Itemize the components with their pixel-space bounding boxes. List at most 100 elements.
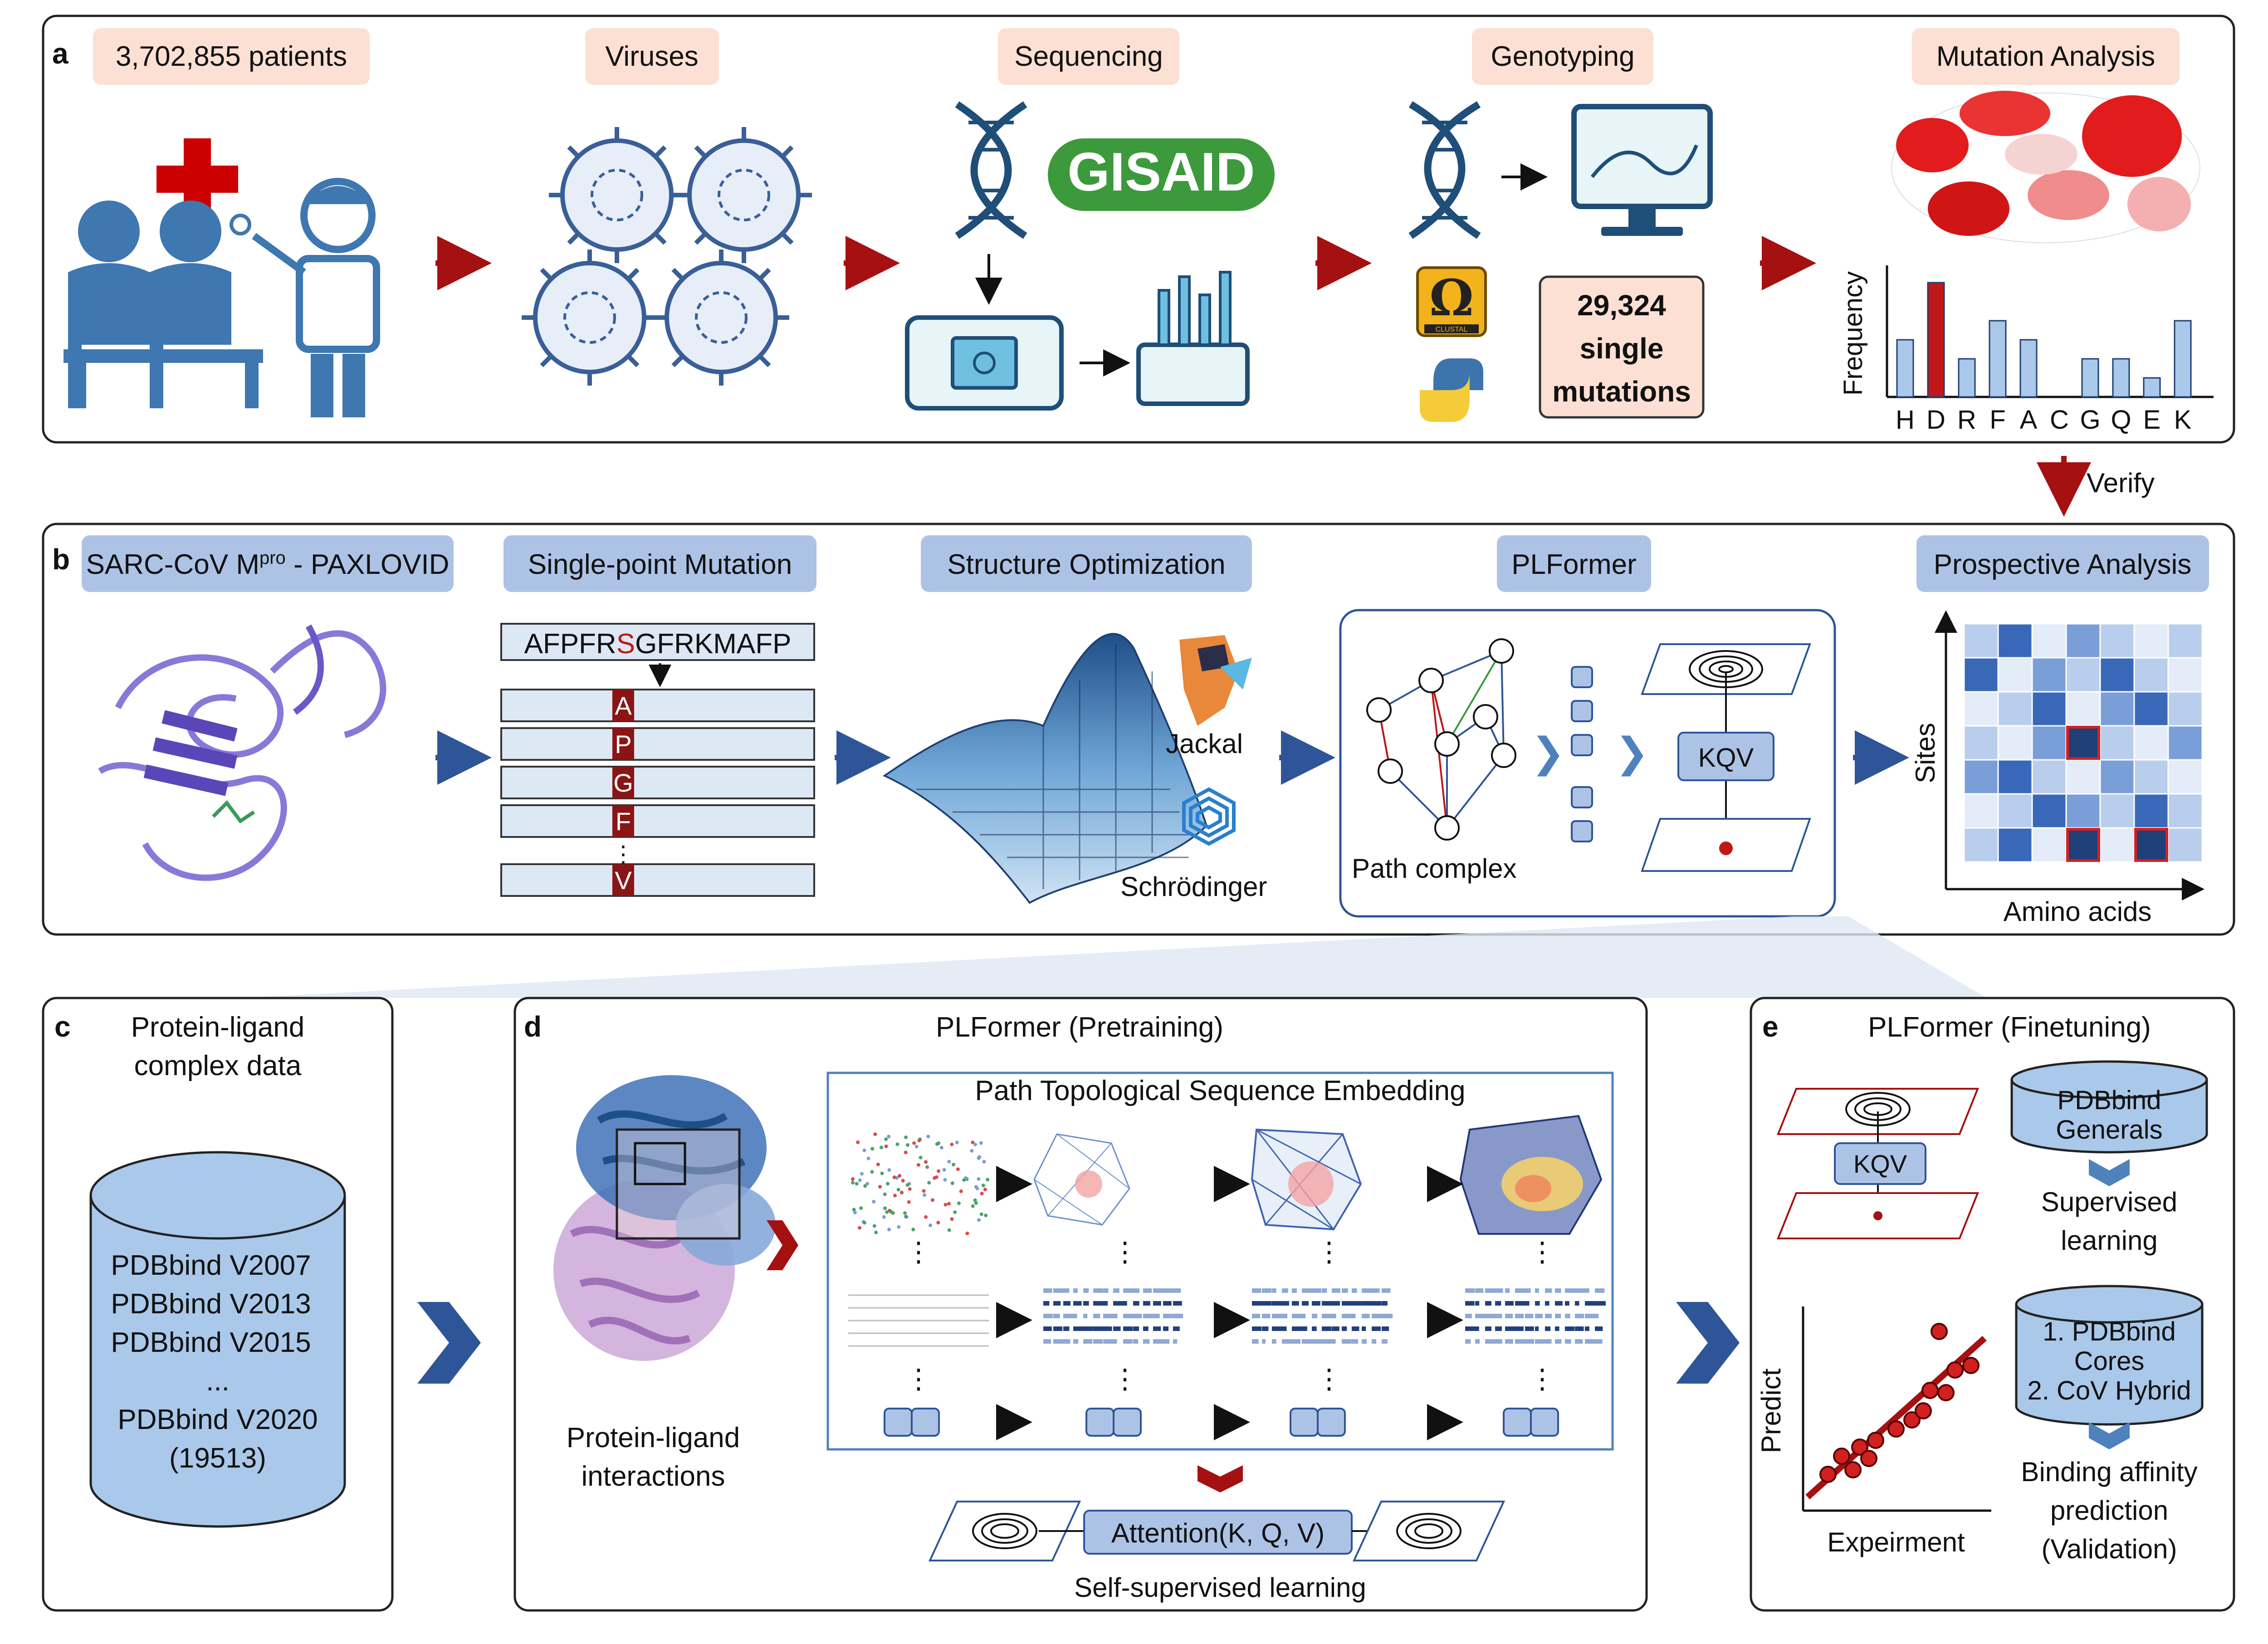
- point: [884, 1137, 888, 1141]
- point: [895, 1142, 899, 1146]
- heatmap-cell: [2065, 759, 2101, 795]
- point: [939, 1145, 943, 1150]
- svg-text:⋮: ⋮: [1111, 1363, 1139, 1395]
- point: [885, 1210, 889, 1214]
- heatmap-xlabel: Amino acids: [2004, 896, 2152, 927]
- barcode-bar: [1143, 1301, 1150, 1306]
- point: [959, 1189, 963, 1194]
- scatter-point: [1833, 1448, 1850, 1465]
- barcode-bar: [1153, 1339, 1163, 1344]
- point: [919, 1155, 923, 1160]
- heatmap-cell: [1963, 725, 1999, 761]
- heatmap-cell: [2133, 725, 2169, 761]
- point: [882, 1215, 886, 1219]
- mutation-count-line3: mutations: [1552, 375, 1691, 408]
- point: [925, 1165, 929, 1169]
- barcode-bar: [1525, 1301, 1530, 1306]
- barcode-bar: [1262, 1288, 1272, 1293]
- barcode-bar: [1505, 1339, 1513, 1344]
- barcode-bar: [1485, 1301, 1491, 1306]
- barcode-bar: [1362, 1288, 1373, 1293]
- barcode-bar: [1173, 1339, 1178, 1344]
- heatmap-cell: [2065, 623, 2101, 659]
- spiral-icon: [1396, 1513, 1461, 1549]
- panel-d-title: PLFormer (Pretraining): [936, 1012, 1223, 1043]
- barcode-bar: [1123, 1301, 1127, 1306]
- barcode-bar: [1342, 1326, 1347, 1331]
- panel-e-title: PLFormer (Finetuning): [1868, 1012, 2151, 1043]
- generals-label: PDBbind: [2058, 1086, 2161, 1115]
- barcode-bar: [1505, 1314, 1513, 1318]
- barcode-bar: [1123, 1339, 1133, 1344]
- barcode-bar: [1382, 1339, 1388, 1344]
- barcode-bar: [1555, 1301, 1563, 1306]
- heatmap-cell: [1997, 691, 2033, 727]
- barcode-bar: [1252, 1301, 1264, 1306]
- freq-bar-D: [1927, 282, 1945, 398]
- barcode-bar: [1133, 1301, 1139, 1306]
- point: [865, 1182, 870, 1186]
- heatmap-cell: [2031, 793, 2067, 829]
- mutation-letter-P: P: [615, 730, 631, 758]
- point: [926, 1135, 930, 1139]
- barcode-bar: [1465, 1301, 1475, 1306]
- heatmap-cell: [1997, 759, 2033, 795]
- barcode-bar: [1053, 1326, 1063, 1331]
- barcode-bar: [1595, 1301, 1606, 1306]
- barcode-bar: [1282, 1288, 1288, 1293]
- heatmap-cell: [1997, 657, 2033, 693]
- barcode-bar: [1545, 1301, 1549, 1306]
- mutation-letter-V: V: [615, 866, 632, 895]
- barcode-bar: [1272, 1288, 1276, 1293]
- barcode-bar: [1113, 1326, 1121, 1331]
- scatter-point: [1946, 1361, 1964, 1379]
- point: [950, 1181, 954, 1185]
- barcode-bar: [1382, 1301, 1388, 1306]
- point: [883, 1192, 887, 1196]
- panel-b: b SARC-CoV Mpro - PAXLOVID Single-point …: [42, 523, 2235, 998]
- barcode-bar: [1575, 1301, 1579, 1306]
- barcode-bar: [1322, 1339, 1333, 1344]
- freq-bar-E: [2143, 377, 2161, 398]
- heatmap-cell: [2031, 827, 2067, 863]
- barcode-bar: [1113, 1314, 1118, 1318]
- barcode-bar: [1545, 1326, 1551, 1331]
- heatmap-ylabel: Sites: [1910, 723, 1941, 783]
- barcode-bar: [1173, 1301, 1182, 1306]
- barcode-bar: [1063, 1339, 1070, 1344]
- svg-text:⋮: ⋮: [1315, 1236, 1343, 1268]
- barcode-bar: [1153, 1326, 1161, 1331]
- title-prospective: Prospective Analysis: [1934, 549, 2192, 580]
- step-sequencing: Sequencing: [1014, 41, 1163, 72]
- point: [905, 1183, 909, 1187]
- mutation-letter-F: F: [616, 807, 631, 836]
- barcode-bar: [1053, 1314, 1060, 1318]
- output-node: [1873, 1211, 1882, 1220]
- mutation-ellipsis: ⋮: [612, 842, 635, 867]
- barcode-bar: [1565, 1301, 1569, 1306]
- barcode-bar: [1525, 1288, 1531, 1293]
- barcode-bar: [1525, 1314, 1534, 1318]
- barcode-images: [848, 1288, 1606, 1347]
- mutation-cell: [612, 728, 634, 760]
- mutation-cell: [612, 690, 634, 721]
- mutation-cell: [612, 767, 634, 798]
- kqv-box: [1834, 1142, 1926, 1185]
- freq-tick-A: A: [2020, 405, 2038, 435]
- barcode-bar: [1143, 1339, 1150, 1344]
- barcode-bar: [1465, 1288, 1475, 1293]
- binding-label-line2: prediction: [2050, 1495, 2168, 1526]
- point: [943, 1203, 948, 1207]
- barcode-bar: [1083, 1288, 1089, 1293]
- freq-tick-F: F: [1989, 405, 2005, 435]
- barcode-bar: [1585, 1301, 1596, 1306]
- barcode-bar: [1133, 1326, 1139, 1331]
- point: [979, 1141, 983, 1145]
- point: [870, 1170, 874, 1174]
- heatmap-cell: [1963, 657, 1999, 693]
- barcode-bar: [1272, 1314, 1283, 1318]
- barcode-bar: [1382, 1288, 1391, 1293]
- barcode-bar: [1352, 1314, 1356, 1318]
- barcode-bar: [1595, 1288, 1605, 1293]
